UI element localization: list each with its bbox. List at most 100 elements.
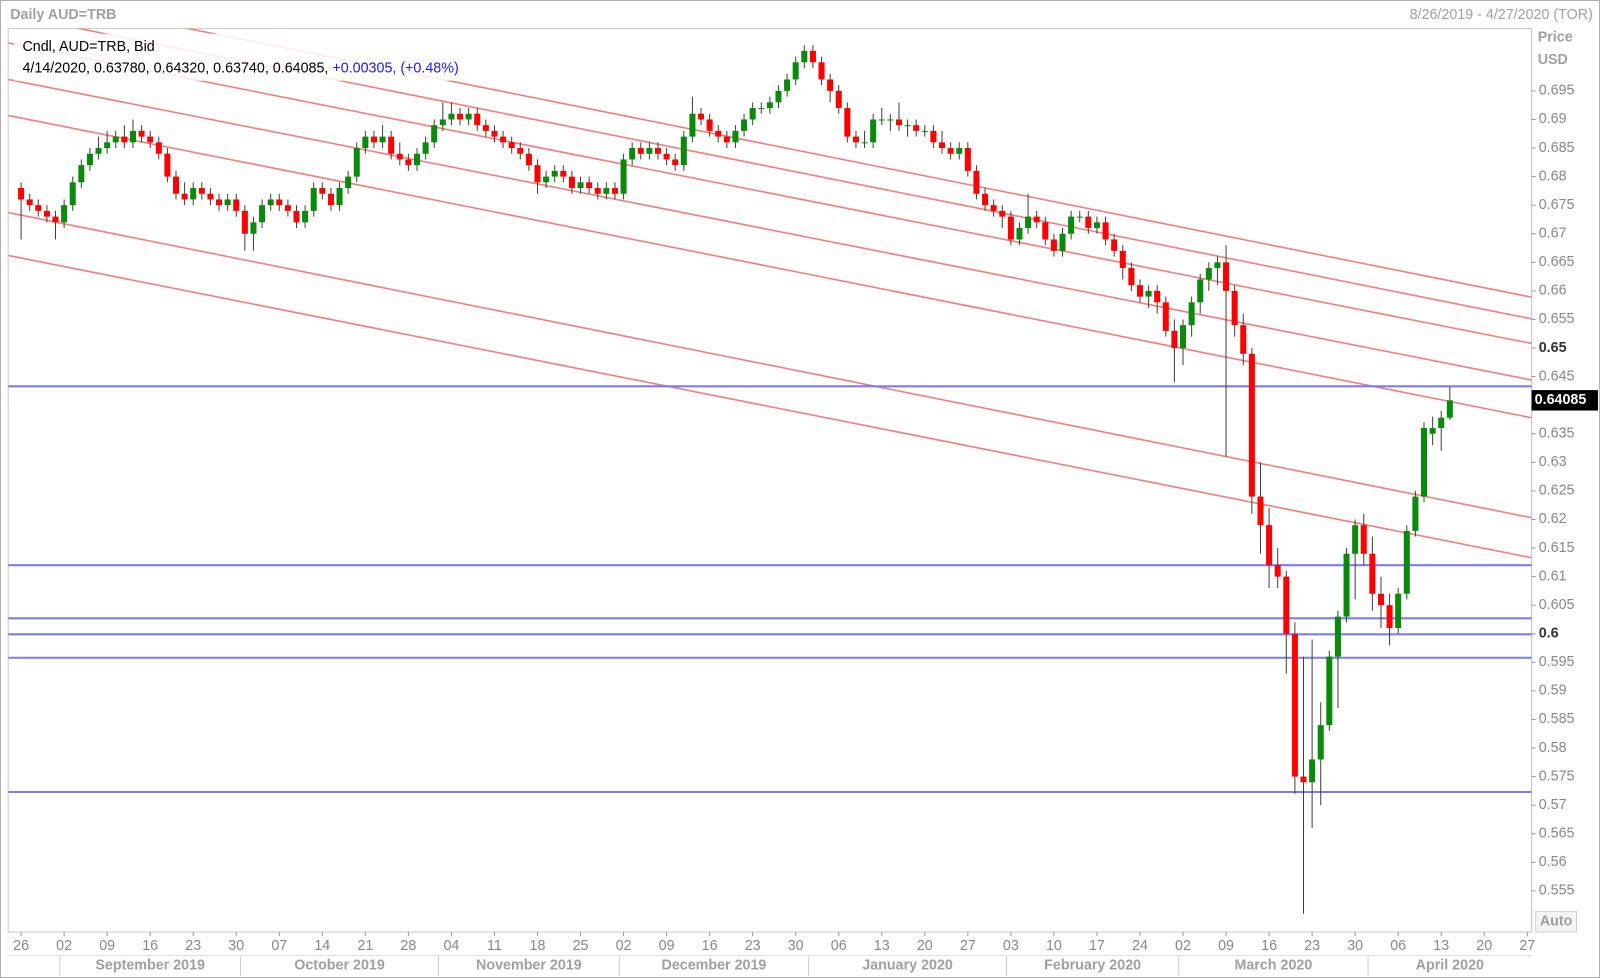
candle-body	[508, 142, 515, 149]
candle-body	[1326, 656, 1333, 726]
candle-body	[551, 170, 558, 177]
candle-body	[560, 170, 567, 177]
candle-body	[887, 119, 894, 121]
x-tick-label: 20	[917, 938, 933, 954]
x-tick-label: 23	[745, 938, 761, 954]
y-tick-label: 0.685	[1539, 140, 1575, 156]
candle-body	[405, 159, 412, 166]
x-tick-label: 02	[56, 938, 72, 954]
candle-body	[1171, 330, 1178, 349]
y-tick-label: 0.59	[1539, 683, 1567, 699]
candle-body	[284, 205, 291, 211]
candle-body	[413, 153, 421, 166]
y-axis-label: Price	[1538, 30, 1573, 46]
candle-body	[26, 199, 33, 206]
candle-body	[1025, 216, 1032, 229]
candle-body	[482, 125, 489, 131]
candle-body	[844, 108, 851, 137]
candle-body	[715, 130, 722, 137]
x-tick-label: 14	[314, 938, 330, 954]
plot-area	[7, 28, 1533, 933]
candle-body	[1197, 279, 1204, 303]
candle-body	[1093, 222, 1100, 229]
y-tick-label: 0.69	[1539, 111, 1567, 127]
legend-info: 4/14/2020, 0.63780, 0.64320, 0.63740, 0.…	[22, 60, 458, 76]
x-tick-label: 09	[99, 938, 115, 954]
candle-body	[172, 176, 180, 194]
candle-body	[594, 188, 601, 194]
candle-body	[1205, 268, 1212, 280]
candle-body	[913, 125, 920, 131]
candle-body	[947, 148, 954, 154]
candle-body	[603, 188, 610, 194]
candle-body	[689, 113, 696, 137]
candle-body	[1240, 325, 1247, 354]
y-axis-unit: USD	[1538, 52, 1568, 68]
candle-body	[654, 148, 662, 154]
y-tick-label: 0.65	[1539, 340, 1567, 356]
candle-body	[439, 119, 446, 126]
candle-body	[388, 136, 395, 154]
candle-body	[1111, 239, 1118, 251]
candle-body	[353, 148, 360, 177]
candle-body	[379, 136, 386, 143]
candle-body	[1231, 290, 1238, 326]
x-tick-label: 13	[874, 938, 890, 954]
candle-body	[78, 165, 85, 183]
candle-body	[1309, 759, 1316, 783]
candle-body	[43, 210, 50, 217]
candle-body	[904, 125, 911, 127]
candle-body	[861, 142, 868, 144]
legend-box	[14, 33, 525, 81]
candle-body	[267, 199, 274, 206]
candle-body	[1068, 216, 1075, 234]
candle-body	[396, 153, 403, 160]
auto-button[interactable]	[1535, 911, 1578, 933]
candle-body	[112, 136, 119, 143]
x-tick-label: 30	[228, 938, 244, 954]
last-price-box	[1531, 390, 1598, 411]
month-label: February 2020	[1044, 958, 1141, 974]
y-tick-label: 0.615	[1539, 540, 1575, 556]
x-tick-label: 21	[357, 938, 373, 954]
y-tick-label: 0.67	[1539, 226, 1567, 242]
candle-body	[86, 153, 93, 166]
candle-body	[1360, 525, 1367, 554]
candle-body	[878, 119, 885, 121]
auto-button-label[interactable]: Auto	[1540, 914, 1573, 930]
candle-body	[784, 79, 791, 91]
candle-body	[216, 199, 223, 206]
candle-body	[198, 188, 205, 194]
candle-body	[500, 136, 507, 143]
candle-body	[233, 199, 240, 211]
month-label: November 2019	[476, 958, 582, 974]
candle-body	[302, 210, 309, 223]
candle-body	[921, 130, 928, 132]
candle-body	[164, 153, 171, 177]
candle-body	[895, 119, 902, 126]
candle-body	[276, 199, 283, 206]
candle-body	[1412, 496, 1419, 531]
y-tick-label: 0.6	[1539, 626, 1559, 642]
candle-body	[129, 130, 136, 143]
candle-body	[775, 90, 782, 103]
candle-body	[1007, 216, 1014, 240]
x-tick-label: 30	[788, 938, 804, 954]
x-tick-label: 17	[1089, 938, 1105, 954]
x-tick-label: 27	[960, 938, 976, 954]
trend-line	[8, 42, 1532, 345]
candle-body	[1162, 302, 1169, 331]
candle-body	[422, 142, 429, 154]
x-tick-label: 02	[1175, 938, 1191, 954]
x-tick-label: 06	[1390, 938, 1406, 954]
candle-body	[577, 182, 584, 189]
candle-body	[982, 193, 989, 206]
trend-line	[8, 114, 1532, 419]
candle-body	[852, 136, 859, 143]
candle-body	[698, 113, 705, 120]
candle-body	[1223, 262, 1230, 291]
candle-body	[1016, 228, 1023, 240]
candle-body	[1033, 216, 1040, 223]
candle-body	[1145, 290, 1152, 297]
